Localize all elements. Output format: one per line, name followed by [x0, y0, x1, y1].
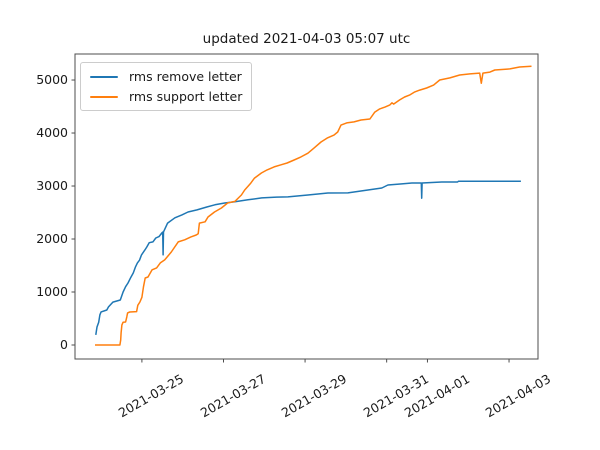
- legend-line-sample-support: [90, 95, 118, 98]
- y-tick-label: 2000: [36, 231, 68, 246]
- y-tick-label: 1000: [36, 284, 68, 299]
- y-tick-label: 3000: [36, 178, 68, 194]
- y-tick-label: 0: [60, 337, 68, 352]
- legend-entry-support: rms support letter: [90, 89, 242, 104]
- y-tick-label: 4000: [36, 125, 68, 141]
- chart-title: updated 2021-04-03 05:07 utc: [202, 31, 411, 47]
- legend: rms remove letter rms support letter: [80, 62, 253, 111]
- legend-label-support: rms support letter: [129, 89, 243, 104]
- legend-entry-remove: rms remove letter: [90, 69, 242, 84]
- axes-box: [74, 53, 539, 360]
- series-line-rms-remove-letter: [95, 180, 521, 336]
- y-tick-label: 5000: [36, 72, 68, 88]
- legend-line-sample-remove: [90, 75, 118, 78]
- series-line-rms-support-letter: [95, 65, 532, 346]
- legend-label-remove: rms remove letter: [129, 69, 242, 84]
